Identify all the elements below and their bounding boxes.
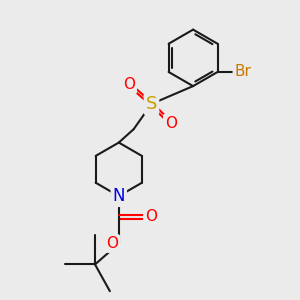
Text: O: O <box>123 77 135 92</box>
Text: S: S <box>146 95 157 113</box>
Text: O: O <box>165 116 177 131</box>
Text: Br: Br <box>234 64 251 80</box>
Text: N: N <box>112 187 125 205</box>
Text: O: O <box>106 236 118 251</box>
Text: O: O <box>145 209 157 224</box>
